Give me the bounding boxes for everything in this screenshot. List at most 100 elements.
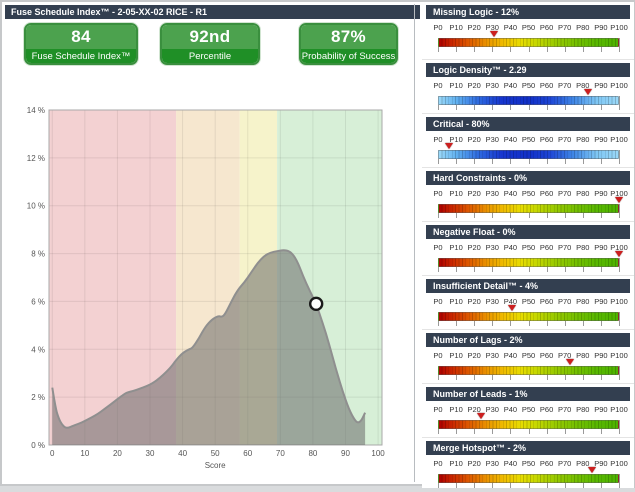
percentile-scale-label: P40 — [503, 459, 518, 468]
gauge-bar-critical — [438, 150, 619, 159]
percentile-scale-label: P100 — [610, 351, 628, 360]
panel-divider — [414, 4, 415, 482]
percentile-scale-label: P70 — [558, 189, 572, 198]
gauge-track-negative-float: P0 P10 P20 P30 P40 P50 P60 P70 P80 P90 P100 — [433, 239, 628, 276]
percentile-scale-label: P50 — [521, 297, 536, 306]
gauge-track-number-of-leads: P0 P10 P20 P30 P40 P50 P60 P70 P80 P90 P100 — [433, 401, 628, 438]
percentile-scale-label: P40 — [503, 351, 518, 360]
percentile-scale-label: P100 — [610, 405, 628, 414]
gauge-body-logic-density: P0 P10 P20 P30 P40 P50 P60 P70 P80 P90 P100 — [422, 77, 634, 114]
gauge-marker-merge-hotspot — [587, 467, 596, 473]
percentile-scale-label: P60 — [539, 23, 554, 32]
percentile-scale-label: P90 — [594, 243, 608, 252]
percentile-scale-label: P70 — [558, 23, 572, 32]
percentile-scale-label: P100 — [610, 81, 628, 90]
y-axis-tick-label: 8 % — [31, 250, 45, 259]
gauge-logic-density[interactable]: Logic Density™ - 2.29 P0 P10 P20 P30 P40 P50 P6… — [422, 59, 634, 113]
gauge-insufficient-detail[interactable]: Insufficient Detail™ - 4% P0 P10 P20 P30 P40 P… — [422, 275, 634, 329]
gauge-track-logic-density: P0 P10 P20 P30 P40 P50 P60 P70 P80 P90 P100 — [433, 77, 628, 114]
percentile-scale-label: P60 — [539, 297, 554, 306]
percentile-scale-label: P50 — [521, 81, 536, 90]
gauge-hard-constraints[interactable]: Hard Constraints - 0% P0 P10 P20 P30 P40 P50 P6… — [422, 167, 634, 221]
gauge-bar-logic-density — [438, 96, 619, 105]
gauge-body-critical: P0 P10 P20 P30 P40 P50 P60 P70 P80 P90 P100 — [422, 131, 634, 168]
percentile-scale-label: P90 — [594, 189, 608, 198]
gauge-track-missing-logic: P0 P10 P20 P30 P40 P50 P60 P70 P80 P90 P100 — [433, 19, 628, 56]
gauge-major-tick — [438, 366, 439, 380]
percentile-scale-label: P20 — [467, 135, 481, 144]
percentile-scale-label: P70 — [558, 297, 572, 306]
gauge-merge-hotspot[interactable]: Merge Hotspot™ - 2% P0 P10 P20 P30 P40 P50 P60 P… — [422, 437, 634, 491]
gauge-body-hard-constraints: P0 P10 P20 P30 P40 P50 P60 P70 P80 P90 P100 — [422, 185, 634, 222]
percentile-scale-label: P40 — [503, 189, 518, 198]
x-axis-tick-label: 90 — [341, 449, 350, 458]
gauge-bar-number-of-lags — [438, 366, 619, 375]
percentile-scale-label: P100 — [610, 135, 628, 144]
gauge-number-of-leads[interactable]: Number of Leads - 1% P0 P10 P20 P30 P40 P50 P60… — [422, 383, 634, 437]
gauge-marker-hard-constraints — [615, 197, 623, 203]
percentile-scale-label: P80 — [576, 297, 590, 306]
selected-score-marker[interactable] — [308, 296, 324, 312]
gauge-body-insufficient-detail: P0 P10 P20 P30 P40 P50 P60 P70 P80 P90 P100 — [422, 293, 634, 330]
percentile-scale-label: P80 — [576, 243, 590, 252]
score-distribution-chart: 0 10 20 30 40 50 60 70 80 90 100 0 % 2 % 4 % 6 % 8 % 10 … — [12, 96, 416, 486]
percentile-scale-label: P100 — [610, 297, 628, 306]
percentile-scale-label: P100 — [610, 243, 628, 252]
gauge-major-tick — [438, 96, 439, 110]
y-axis-tick-label: 6 % — [31, 297, 45, 306]
gauge-marker-insufficient-detail — [508, 305, 517, 311]
percentile-scale-label: P20 — [467, 405, 481, 414]
percentile-scale-label: P90 — [594, 297, 608, 306]
metric-gauge-panel: Missing Logic - 12% P0 P10 P20 P30 P40 P50 P60 P… — [422, 2, 635, 488]
x-axis-tick-label: 20 — [113, 449, 122, 458]
gauge-major-tick — [619, 420, 620, 434]
gauge-major-tick — [619, 474, 620, 488]
percentile-scale-label: P20 — [467, 297, 481, 306]
percentile-value: 92nd — [189, 27, 231, 46]
percentile-scale-label: P50 — [521, 23, 536, 32]
percentile-scale-label: P90 — [594, 81, 608, 90]
percentile-scale-label: P0 — [433, 135, 443, 144]
window-title: Fuse Schedule Index™ - 2-05-XX-02 RICE -… — [11, 7, 208, 17]
gauge-bar-hard-constraints — [438, 204, 619, 213]
gauge-missing-logic[interactable]: Missing Logic - 12% P0 P10 P20 P30 P40 P50 P60 P… — [422, 5, 634, 59]
y-axis-tick-label: 0 % — [31, 441, 45, 450]
fuse-schedule-index-card: 84 Fuse Schedule Index™ — [24, 23, 138, 65]
percentile-scale-label: P60 — [539, 243, 554, 252]
gauge-major-tick — [438, 474, 439, 488]
percentile-scale-label: P80 — [576, 405, 590, 414]
percentile-scale-label: P60 — [539, 351, 554, 360]
probability-card: 87% Probability of Success — [299, 23, 398, 65]
gauge-number-of-lags[interactable]: Number of Lags - 2% P0 P10 P20 P30 P40 P50 P60 P… — [422, 329, 634, 383]
percentile-scale-label: P30 — [485, 189, 499, 198]
percentile-scale-label: P50 — [521, 243, 536, 252]
percentile-scale-label: P60 — [539, 459, 554, 468]
gauge-major-tick — [619, 258, 620, 272]
gauge-major-tick — [438, 258, 439, 272]
gauge-major-tick — [438, 38, 439, 52]
percentile-scale-label: P60 — [539, 81, 554, 90]
gauge-track-critical: P0 P10 P20 P30 P40 P50 P60 P70 P80 P90 P100 — [433, 131, 628, 168]
percentile-scale-label: P80 — [576, 351, 590, 360]
x-axis-tick-label: 10 — [80, 449, 89, 458]
gauge-track-hard-constraints: P0 P10 P20 P30 P40 P50 P60 P70 P80 P90 P100 — [433, 185, 628, 222]
gauge-major-tick — [619, 150, 620, 164]
gauge-negative-float[interactable]: Negative Float - 0% P0 P10 P20 P30 P40 P50 P60 P… — [422, 221, 634, 275]
distribution-area — [52, 250, 366, 445]
percentile-scale-label: P90 — [594, 135, 608, 144]
percentile-scale-label: P50 — [521, 459, 536, 468]
percentile-scale-label: P80 — [576, 23, 590, 32]
percentile-scale-label: P100 — [610, 459, 628, 468]
percentile-scale-label: P30 — [485, 459, 499, 468]
percentile-scale-label: P10 — [449, 189, 463, 198]
gauge-marker-logic-density — [584, 89, 593, 95]
fsi-value: 84 — [71, 27, 91, 46]
percentile-scale-label: P0 — [433, 81, 443, 90]
percentile-scale-label: P10 — [449, 459, 463, 468]
percentile-scale-label: P50 — [521, 189, 536, 198]
gauge-critical[interactable]: Critical - 80% P0 P10 P20 P30 P40 P50 P60 P70 P80… — [422, 113, 634, 167]
percentile-scale-label: P10 — [449, 135, 463, 144]
percentile-scale-label: P70 — [558, 351, 572, 360]
percentile-scale-label: P0 — [433, 351, 443, 360]
percentile-scale-label: P90 — [594, 351, 608, 360]
